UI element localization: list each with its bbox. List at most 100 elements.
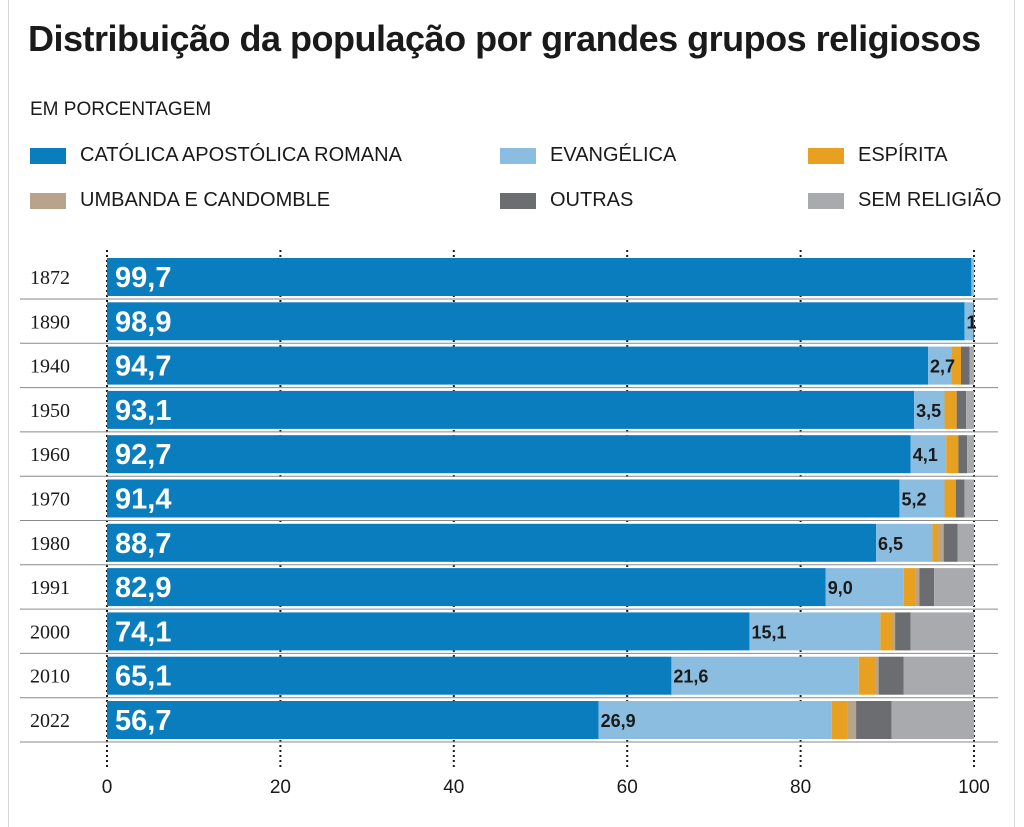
bar-umbanda-e-candomble-2000 bbox=[892, 612, 896, 651]
bar-catolica-apostolica-romana-2000 bbox=[107, 612, 750, 651]
data-label-evangelica-2000: 15,1 bbox=[751, 622, 786, 642]
data-label-catolica-1950: 93,1 bbox=[115, 395, 171, 427]
data-label-catolica-1980: 88,7 bbox=[115, 528, 171, 560]
bar-umbanda-e-candomble-2022 bbox=[847, 701, 857, 739]
year-label-1980: 1980 bbox=[30, 533, 70, 555]
bar-outras-1970 bbox=[955, 479, 965, 518]
bar-evangelica-2022 bbox=[598, 701, 832, 739]
bar-outras-2022 bbox=[856, 701, 892, 739]
legend-label-evangelica: EVANGÉLICA bbox=[550, 144, 677, 166]
bar-sem-religiao-1980 bbox=[957, 523, 974, 562]
bar-umbanda-e-candomble-1980 bbox=[938, 523, 944, 562]
legend-swatch-outras bbox=[500, 192, 536, 209]
bar-evangelica-1872 bbox=[971, 258, 974, 296]
legend-label-catolica: CATÓLICA APOSTÓLICA ROMANA bbox=[80, 144, 402, 166]
chart-subtitle: EM PORCENTAGEM bbox=[30, 99, 212, 120]
year-label-1960: 1960 bbox=[30, 444, 70, 466]
frame-left-line bbox=[8, 0, 9, 827]
bar-umbanda-e-candomble-1991 bbox=[915, 568, 920, 607]
bar-espirita-1940 bbox=[951, 346, 961, 385]
frame-right-line bbox=[1014, 0, 1015, 827]
bar-sem-religiao-1960 bbox=[967, 435, 974, 474]
bar-espirita-1970 bbox=[944, 479, 956, 518]
bar-catolica-apostolica-romana-1980 bbox=[107, 523, 877, 562]
data-label-catolica-2010: 65,1 bbox=[115, 661, 171, 693]
data-label-evangelica-1991: 9,0 bbox=[828, 578, 853, 598]
bar-catolica-apostolica-romana-1950 bbox=[107, 390, 915, 429]
legend-item-umbanda: UMBANDA E CANDOMBLE bbox=[30, 189, 330, 212]
bar-evangelica-1940 bbox=[928, 346, 952, 385]
bar-evangelica-1950 bbox=[914, 390, 945, 429]
bar-catolica-apostolica-romana-2010 bbox=[107, 656, 672, 695]
bar-espirita-1960 bbox=[946, 435, 959, 474]
x-tick-label-0: 0 bbox=[102, 777, 113, 798]
bar-sem-religiao-1991 bbox=[934, 568, 974, 607]
data-label-evangelica-1890: 1 bbox=[966, 312, 976, 332]
bar-catolica-apostolica-romana-1991 bbox=[107, 568, 826, 607]
legend-label-outras: OUTRAS bbox=[550, 189, 634, 211]
bar-evangelica-2000 bbox=[749, 612, 881, 651]
bar-espirita-1950 bbox=[944, 390, 957, 429]
bar-espirita-1980 bbox=[932, 523, 939, 562]
legend-item-evangelica: EVANGÉLICA bbox=[500, 144, 676, 167]
bar-sem-religiao-2022 bbox=[891, 701, 974, 739]
legend-swatch-evangelica bbox=[500, 147, 536, 164]
data-label-catolica-1991: 82,9 bbox=[115, 572, 171, 604]
data-label-catolica-1970: 91,4 bbox=[115, 484, 171, 516]
year-label-2022: 2022 bbox=[30, 710, 70, 732]
legend-item-outras: OUTRAS bbox=[500, 189, 633, 212]
legend-swatch-umbanda bbox=[30, 192, 66, 209]
year-label-1970: 1970 bbox=[30, 489, 70, 511]
bar-espirita-2000 bbox=[880, 612, 893, 651]
x-tick-label-40: 40 bbox=[443, 777, 464, 798]
bar-catolica-apostolica-romana-2022 bbox=[107, 701, 599, 739]
bar-sem-religiao-2000 bbox=[910, 612, 974, 651]
bar-espirita-2022 bbox=[831, 701, 848, 739]
year-label-1950: 1950 bbox=[30, 400, 70, 422]
year-label-1890: 1890 bbox=[30, 311, 70, 333]
bar-outras-2010 bbox=[878, 656, 904, 695]
bar-sem-religiao-1950 bbox=[966, 390, 974, 429]
data-label-evangelica-1980: 6,5 bbox=[878, 534, 903, 554]
bar-umbanda-e-candomble-2010 bbox=[876, 656, 879, 695]
bar-evangelica-1970 bbox=[899, 479, 945, 518]
bar-catolica-apostolica-romana-1872 bbox=[107, 258, 972, 296]
bar-outras-1980 bbox=[943, 523, 958, 562]
year-label-1940: 1940 bbox=[30, 356, 70, 378]
bar-evangelica-1991 bbox=[825, 568, 904, 607]
bar-outras-1950 bbox=[956, 390, 967, 429]
bar-outras-1890 bbox=[973, 302, 974, 341]
legend-label-umbanda: UMBANDA E CANDOMBLE bbox=[80, 189, 331, 211]
bar-sem-religiao-2010 bbox=[903, 656, 974, 695]
data-label-evangelica-2022: 26,9 bbox=[601, 711, 636, 731]
data-label-evangelica-1940: 2,7 bbox=[930, 357, 955, 377]
data-label-catolica-1940: 94,7 bbox=[115, 351, 171, 383]
year-label-1991: 1991 bbox=[30, 577, 70, 599]
legend-label-espirita: ESPÍRITA bbox=[858, 144, 948, 166]
bar-sem-religiao-1970 bbox=[964, 479, 974, 518]
legend-item-catolica: CATÓLICA APOSTÓLICA ROMANA bbox=[30, 144, 402, 167]
data-label-catolica-2022: 56,7 bbox=[115, 705, 171, 737]
data-label-catolica-1890: 98,9 bbox=[115, 306, 171, 338]
data-label-catolica-1872: 99,7 bbox=[115, 262, 171, 294]
bar-outras-1940 bbox=[960, 346, 970, 385]
bar-evangelica-1890 bbox=[964, 302, 974, 341]
bar-evangelica-1980 bbox=[876, 523, 933, 562]
x-tick-label-60: 60 bbox=[617, 777, 638, 798]
legend-item-espirita: ESPÍRITA bbox=[808, 144, 948, 167]
legend-swatch-catolica bbox=[30, 147, 66, 164]
legend-swatch-espirita bbox=[808, 147, 844, 164]
bar-espirita-1991 bbox=[903, 568, 916, 607]
bar-outras-2000 bbox=[895, 612, 911, 651]
data-label-evangelica-1950: 3,5 bbox=[916, 401, 941, 421]
bar-evangelica-2010 bbox=[671, 656, 859, 695]
data-label-evangelica-1970: 5,2 bbox=[901, 490, 926, 510]
data-label-evangelica-2010: 21,6 bbox=[673, 667, 708, 687]
x-tick-label-80: 80 bbox=[790, 777, 811, 798]
bar-outras-1991 bbox=[919, 568, 935, 607]
x-tick-label-100: 100 bbox=[958, 777, 990, 798]
legend-label-sem-religiao: SEM RELIGIÃO bbox=[858, 189, 1002, 211]
data-label-evangelica-1960: 4,1 bbox=[913, 445, 938, 465]
bar-catolica-apostolica-romana-1890 bbox=[107, 302, 965, 341]
